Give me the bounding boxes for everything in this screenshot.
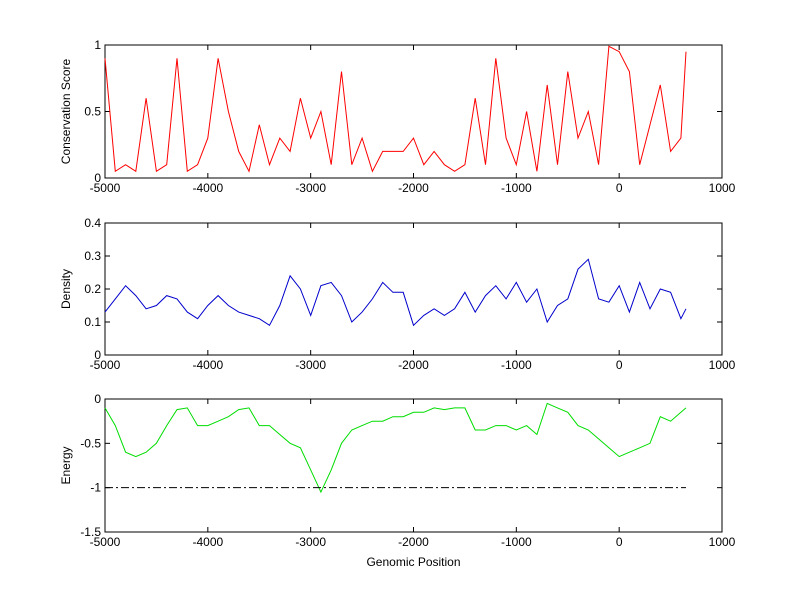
x-tick-label: -1000 [501, 535, 532, 549]
x-tick-label: -4000 [192, 181, 223, 195]
x-tick-label: 0 [616, 535, 623, 549]
x-tick-label: -1000 [501, 358, 532, 372]
x-tick-label: 0 [616, 358, 623, 372]
axes-box [104, 222, 723, 356]
x-tick-label: -2000 [398, 358, 429, 372]
x-tick-label: 1000 [709, 181, 736, 195]
y-tick-label: -1.5 [80, 525, 101, 539]
y-tick-label: 1 [94, 38, 101, 52]
y-tick-label: 0 [94, 348, 101, 362]
x-tick-label: -5000 [90, 181, 121, 195]
y-tick-label: 0.3 [84, 249, 101, 263]
x-axis-label: Genomic Position [366, 555, 460, 569]
x-tick-label: 0 [616, 181, 623, 195]
y-tick-label: 0.5 [84, 105, 101, 119]
y-tick-label: -0.5 [80, 436, 101, 450]
y-axis-label: Energy [59, 446, 73, 484]
y-tick-label: 0 [94, 392, 101, 406]
data-line [104, 258, 687, 327]
y-tick-label: 0.1 [84, 315, 101, 329]
x-tick-label: 1000 [709, 358, 736, 372]
y-tick-label: 0.4 [84, 216, 101, 230]
data-line [104, 402, 687, 494]
y-tick-label: -1 [90, 481, 101, 495]
y-axis-label: Conservation Score [59, 58, 73, 164]
x-tick-label: -5000 [90, 535, 121, 549]
y-tick-label: 0.2 [84, 282, 101, 296]
x-tick-label: -4000 [192, 358, 223, 372]
x-tick-label: -2000 [398, 181, 429, 195]
x-tick-label: -3000 [295, 358, 326, 372]
axes-box [104, 44, 723, 179]
x-tick-label: -1000 [501, 181, 532, 195]
x-tick-label: -4000 [192, 535, 223, 549]
x-tick-label: -5000 [90, 358, 121, 372]
y-tick-label: 0 [94, 171, 101, 185]
x-tick-label: -3000 [295, 535, 326, 549]
data-line [104, 45, 687, 173]
x-tick-label: -2000 [398, 535, 429, 549]
y-axis-label: Density [59, 269, 73, 309]
x-tick-label: 1000 [709, 535, 736, 549]
x-tick-label: -3000 [295, 181, 326, 195]
axes-box [104, 398, 723, 533]
